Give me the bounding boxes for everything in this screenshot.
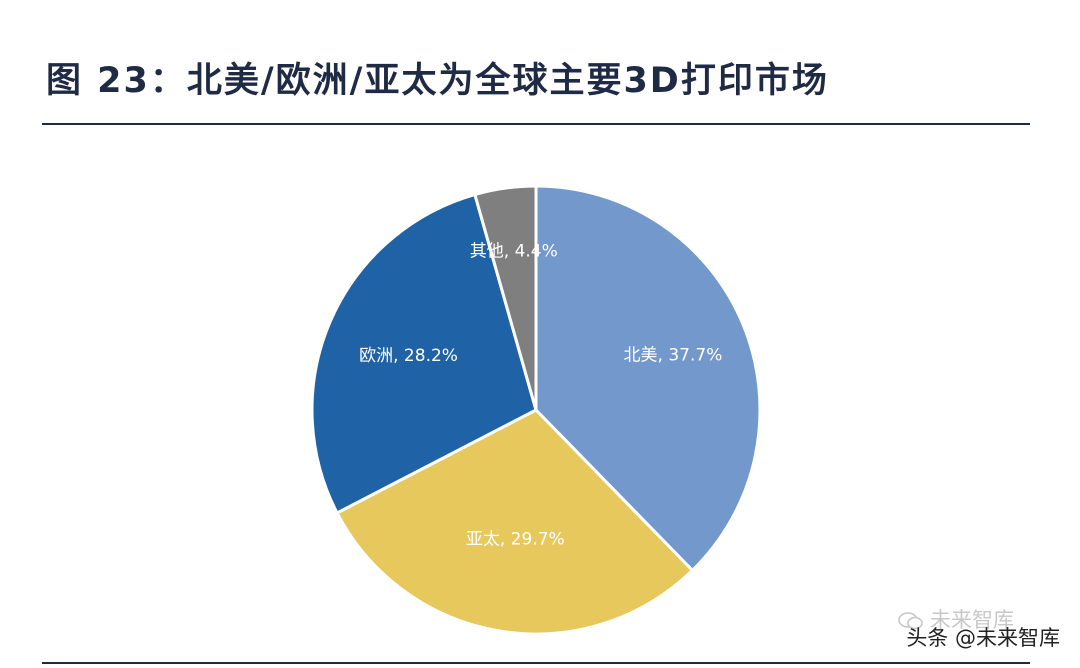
bottom-divider bbox=[42, 662, 1030, 664]
top-divider bbox=[42, 123, 1030, 125]
pie-slice-0 bbox=[534, 184, 762, 572]
watermark-ghost-text: 未来智库 bbox=[930, 608, 1014, 632]
wechat-icon bbox=[898, 612, 923, 630]
pie-slice-3 bbox=[473, 184, 538, 412]
pie-slice-1 bbox=[335, 408, 694, 636]
watermark-ghost: 未来智库 bbox=[898, 604, 1014, 634]
pie-slice-label-3: 其他, 4.4% bbox=[470, 241, 558, 261]
pie-slice-label-2: 欧洲, 28.2% bbox=[359, 346, 458, 366]
pie-slice-2 bbox=[310, 193, 538, 515]
figure-title: 图 23：北美/欧洲/亚太为全球主要3D打印市场 bbox=[46, 61, 829, 101]
watermark: 头条 @未来智库 bbox=[906, 626, 1060, 650]
pie-slice-label-0: 北美, 37.7% bbox=[624, 345, 723, 365]
pie-slice-label-1: 亚太, 29.7% bbox=[466, 529, 565, 549]
